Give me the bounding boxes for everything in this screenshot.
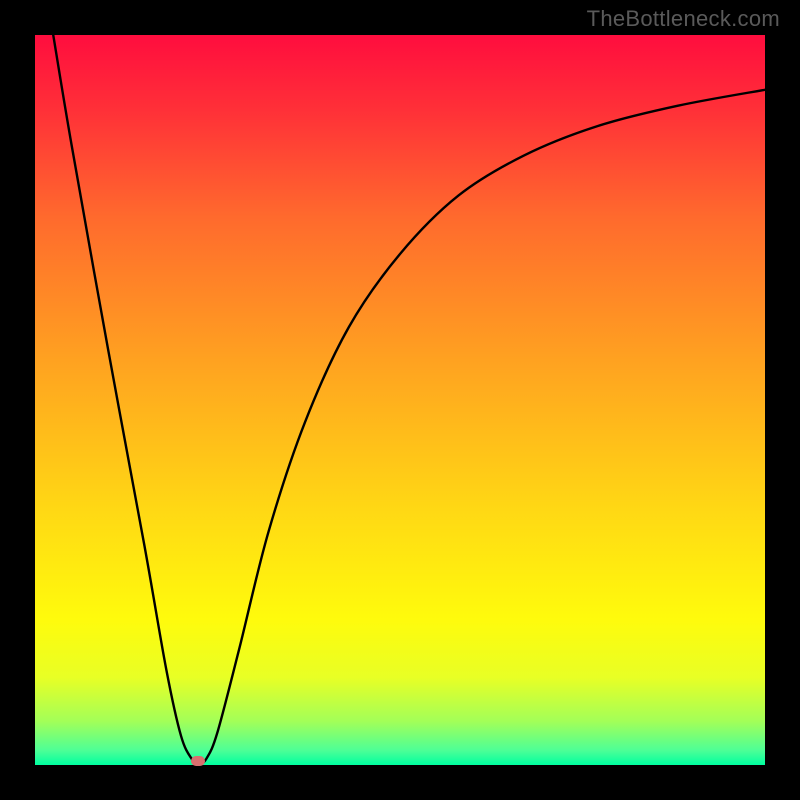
optimum-marker	[191, 756, 205, 766]
gradient-background	[35, 35, 765, 765]
chart-container: TheBottleneck.com	[0, 0, 800, 800]
plot-area	[35, 35, 765, 765]
watermark-text: TheBottleneck.com	[587, 6, 780, 32]
